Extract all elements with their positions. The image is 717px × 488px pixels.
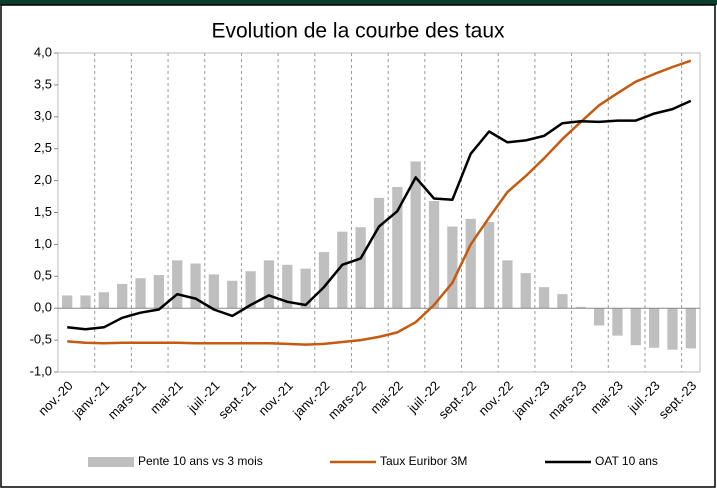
bar: [98, 292, 109, 309]
frame: [0, 4, 716, 488]
bar: [410, 161, 421, 309]
bar: [227, 280, 238, 309]
bar: [593, 308, 605, 326]
bar: [117, 283, 128, 309]
bar: [355, 227, 366, 309]
y-tick-label: 3,0: [34, 108, 52, 123]
bar: [465, 218, 476, 309]
x-tick-label: sept.-22: [435, 378, 479, 422]
x-tick-label: mai-22: [367, 378, 406, 417]
x-tick-label: nov.-22: [475, 378, 516, 419]
x-tick-label: mars-23: [545, 378, 589, 422]
y-tick-label: 1,0: [34, 236, 52, 251]
bar: [538, 287, 550, 309]
x-tick-label: nov.-21: [255, 378, 296, 419]
x-tick-label: nov.-20: [35, 378, 76, 419]
bar: [80, 295, 91, 309]
x-tick-label: janv.-23: [509, 378, 552, 421]
bar: [612, 308, 623, 336]
bar: [337, 231, 348, 309]
y-tick-label: 0,0: [34, 300, 52, 315]
y-tick-label: 0,5: [34, 268, 52, 283]
bar: [263, 260, 275, 309]
legend-swatch: [88, 457, 134, 467]
top-band: [0, 0, 717, 5]
bar: [282, 264, 293, 309]
line: [67, 99, 692, 331]
bar: [318, 252, 330, 309]
y-tick-label: 2,0: [34, 172, 52, 187]
bar: [135, 278, 146, 309]
legend-label: Pente 10 ans vs 3 mois: [138, 454, 263, 468]
bar: [172, 260, 183, 309]
x-tick-label: mai-23: [587, 378, 626, 417]
x-tick-label: mai-21: [147, 378, 186, 417]
bar: [392, 186, 403, 309]
bar: [575, 306, 586, 309]
bar: [520, 273, 531, 309]
bar: [300, 268, 311, 309]
line: [67, 59, 692, 346]
legend-label: Taux Euribor 3M: [380, 454, 467, 468]
chart-title: Evolution de la courbe des taux: [211, 20, 505, 43]
y-tick-label: 2,5: [34, 140, 52, 155]
x-tick-label: sept.-23: [656, 378, 700, 422]
bar: [502, 260, 513, 309]
bar: [373, 197, 385, 309]
y-tick-label: 1,5: [34, 204, 52, 219]
y-tick-label: -0,5: [30, 332, 52, 347]
bar: [208, 274, 220, 309]
bar: [190, 263, 201, 309]
bar: [667, 308, 678, 350]
bar: [483, 222, 495, 309]
y-tick-label: 4,0: [34, 44, 52, 59]
x-tick-label: mars-22: [325, 378, 369, 422]
bar: [245, 271, 256, 309]
bar: [649, 308, 660, 348]
x-tick-label: janv.-22: [289, 378, 332, 421]
x-tick-label: sept.-21: [215, 378, 259, 422]
y-tick-label: -1,0: [30, 363, 52, 378]
bar: [630, 308, 641, 346]
bar: [447, 226, 458, 309]
bar: [62, 295, 73, 309]
bar: [153, 275, 165, 309]
legend-label: OAT 10 ans: [595, 454, 658, 468]
x-tick-label: janv.-21: [69, 378, 112, 421]
bar: [557, 294, 568, 309]
y-tick-label: 3,5: [34, 76, 52, 91]
bar: [428, 201, 440, 309]
bar: [685, 308, 696, 349]
x-tick-label: mars-21: [105, 378, 149, 422]
